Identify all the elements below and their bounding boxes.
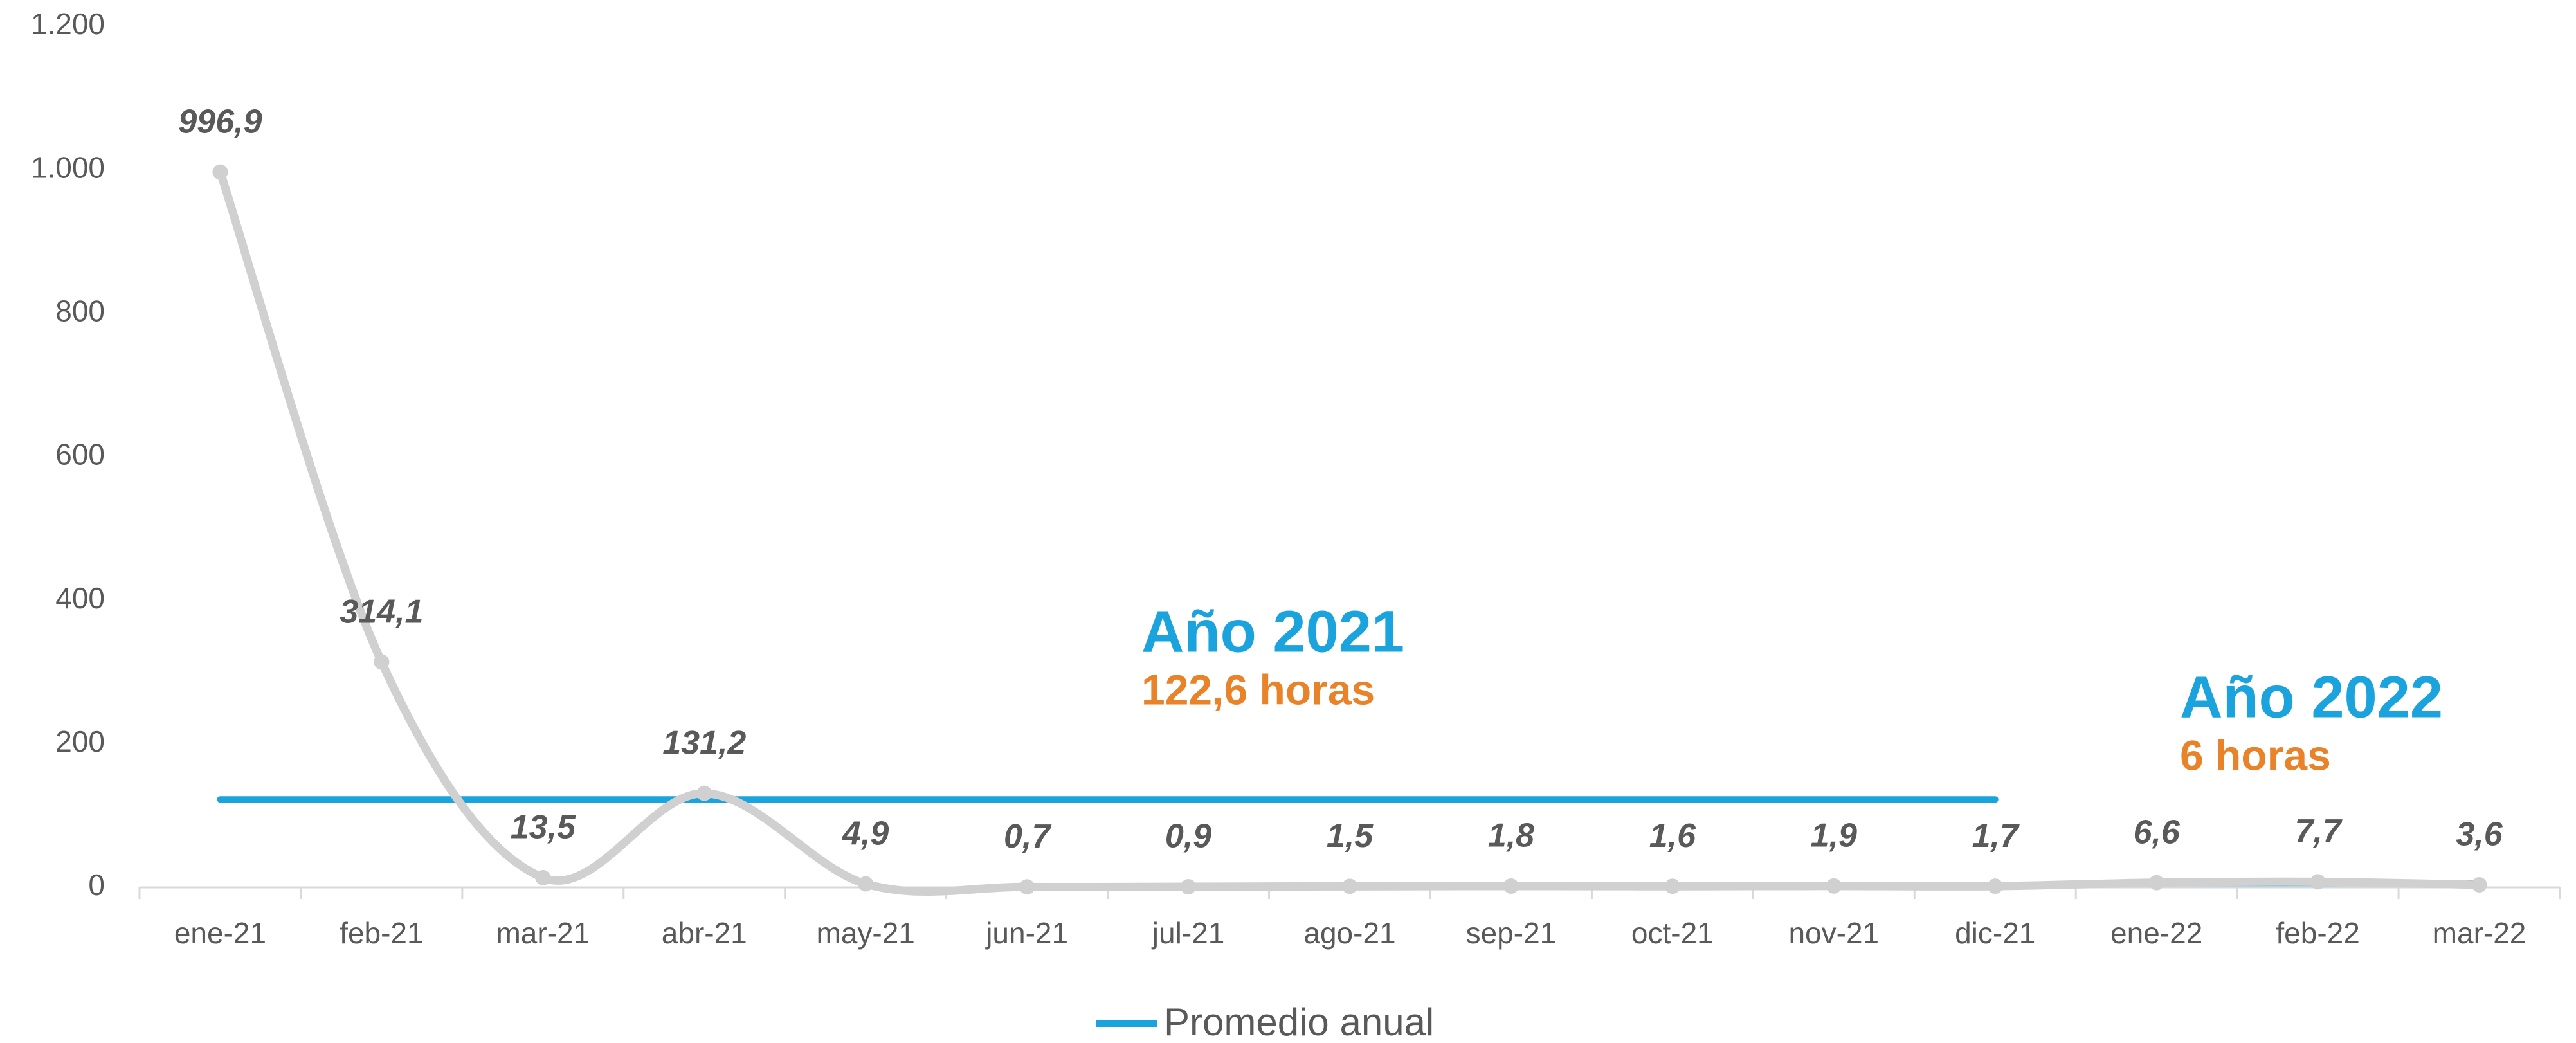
data-label: 4,9 xyxy=(842,815,889,852)
annotation-title: Año 2022 xyxy=(2180,664,2443,730)
x-tick-label: abr-21 xyxy=(662,916,747,950)
data-label: 3,6 xyxy=(2456,816,2503,853)
x-tick-label: jun-21 xyxy=(984,916,1068,950)
point xyxy=(374,654,390,670)
annotation-text: 6 horas xyxy=(2180,731,2331,779)
point xyxy=(2148,875,2164,891)
x-tick-label: ene-22 xyxy=(2110,916,2202,950)
x-tick-label: sep-21 xyxy=(1466,916,1557,950)
x-tick-label: mar-22 xyxy=(2433,916,2526,950)
y-tick-label: 600 xyxy=(55,438,105,471)
point xyxy=(696,785,712,801)
point xyxy=(1503,878,1519,894)
data-label: 0,9 xyxy=(1165,818,1211,855)
point xyxy=(2471,876,2487,893)
x-tick-label: feb-21 xyxy=(340,916,423,950)
annotation-title: Año 2021 xyxy=(1141,599,1404,664)
y-tick-label: 800 xyxy=(55,294,105,327)
point xyxy=(1342,878,1357,894)
x-tick-label: ene-21 xyxy=(174,916,266,950)
data-label: 314,1 xyxy=(340,593,423,630)
point xyxy=(1181,878,1197,894)
data-label: 131,2 xyxy=(662,724,746,761)
y-tick-label: 200 xyxy=(55,725,105,758)
data-label: 996,9 xyxy=(178,103,262,140)
legend-label: Promedio anual xyxy=(1164,1001,1434,1043)
x-tick-label: dic-21 xyxy=(1955,916,2035,950)
x-tick-label: oct-21 xyxy=(1631,916,1714,950)
series-line xyxy=(215,168,2484,896)
x-tick-label: mar-21 xyxy=(496,916,590,950)
x-tick-label: nov-21 xyxy=(1788,916,1879,950)
x-tick-label: jul-21 xyxy=(1151,916,1225,950)
data-label: 1,9 xyxy=(1811,817,1857,855)
data-label: 7,7 xyxy=(2294,813,2342,850)
data-label: 1,5 xyxy=(1327,817,1374,855)
x-tick-label: may-21 xyxy=(817,916,915,950)
data-label: 6,6 xyxy=(2134,813,2181,851)
point xyxy=(1987,878,2003,894)
data-label: 13,5 xyxy=(511,809,576,846)
x-tick-label: feb-22 xyxy=(2276,916,2359,950)
point xyxy=(858,876,874,892)
y-tick-label: 1.000 xyxy=(31,150,105,184)
data-label: 0,7 xyxy=(1004,818,1051,855)
annotation-text: 122,6 horas xyxy=(1141,666,1375,713)
point xyxy=(535,869,551,885)
data-label: 1,7 xyxy=(1972,817,2020,855)
point xyxy=(1664,878,1680,894)
y-tick-label: 1.200 xyxy=(31,7,105,41)
point xyxy=(212,164,228,180)
data-label: 1,8 xyxy=(1488,817,1534,855)
x-tick-label: ago-21 xyxy=(1303,916,1395,950)
y-tick-label: 400 xyxy=(55,581,105,615)
y-tick-label: 0 xyxy=(88,868,105,902)
point xyxy=(2310,874,2326,890)
point xyxy=(1019,879,1035,895)
point xyxy=(1826,878,1842,894)
data-label: 1,6 xyxy=(1649,817,1696,855)
